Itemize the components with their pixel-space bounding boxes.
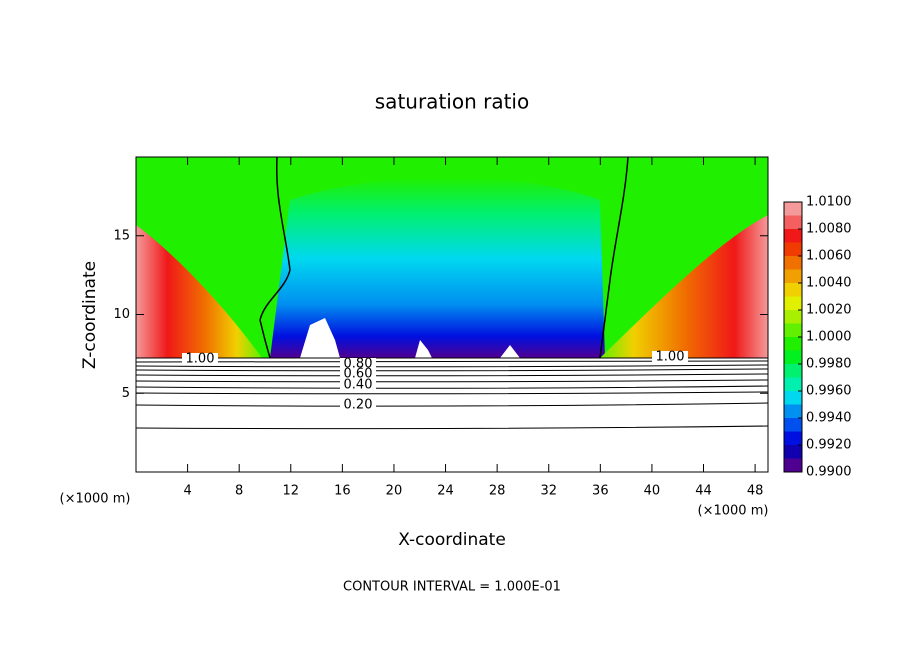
colorbar-label: 1.0100 <box>806 195 852 210</box>
field-region <box>136 225 262 358</box>
x-tick-label: 20 <box>386 484 403 499</box>
y-tick-label: 15 <box>113 228 130 243</box>
colorbar-label: 1.0060 <box>806 249 852 264</box>
colorbar-swatch <box>784 242 802 257</box>
contour-label: 1.00 <box>656 350 685 365</box>
colorbar-swatch <box>784 431 802 446</box>
colorbar-swatch <box>784 404 802 419</box>
chart-title: saturation ratio <box>375 90 529 114</box>
contour-label-bg <box>340 379 376 391</box>
contour-line <box>259 156 629 359</box>
field <box>135 156 769 472</box>
colorbar-swatch <box>784 269 802 284</box>
y-tick-label: 10 <box>113 307 130 322</box>
x-tick-label: 4 <box>183 484 191 499</box>
x-tick-label: 32 <box>540 484 557 499</box>
colorbar-swatch <box>784 283 802 297</box>
footnote: CONTOUR INTERVAL = 1.000E-01 <box>343 580 561 595</box>
x-tick-label: 8 <box>235 484 243 499</box>
x-axis-label: X-coordinate <box>398 530 506 550</box>
colorbar-swatch <box>784 350 802 365</box>
colorbar-swatch <box>784 215 802 230</box>
contour-label: 0.20 <box>344 398 373 413</box>
contour-label: 0.60 <box>344 367 373 382</box>
contour-label-bg <box>652 351 688 363</box>
colorbar-swatch <box>784 310 802 324</box>
colorbar-swatch <box>784 256 802 270</box>
colorbar-swatch <box>784 458 802 473</box>
colorbar-label: 0.9920 <box>806 438 852 453</box>
colorbar-swatch <box>784 445 802 459</box>
colorbar-label: 1.0040 <box>806 276 852 291</box>
contour-line <box>135 357 769 430</box>
colorbar-swatch <box>784 296 802 311</box>
field-region <box>270 177 605 358</box>
y-unit: (×1000 m) <box>698 504 769 519</box>
contour-label-bg <box>340 399 376 411</box>
x-tick-label: 28 <box>489 484 506 499</box>
colorbar-swatch <box>784 323 802 338</box>
colorbar-swatch <box>784 202 802 216</box>
colorbar-label: 1.0000 <box>806 330 852 345</box>
x-unit: (×1000 m) <box>60 492 131 507</box>
x-tick-label: 40 <box>644 484 661 499</box>
contour-label-bg <box>340 358 376 370</box>
field-dry <box>136 358 768 472</box>
x-tick-label: 12 <box>283 484 300 499</box>
colorbar-label: 0.9980 <box>806 357 852 372</box>
x-tick-label: 36 <box>592 484 609 499</box>
colorbar-swatch <box>784 337 802 351</box>
field-region <box>600 215 768 358</box>
colorbar-swatch <box>784 364 802 378</box>
contour-label: 0.40 <box>344 378 373 393</box>
x-tick-label: 16 <box>334 484 351 499</box>
contour-label-bg <box>182 353 218 365</box>
colorbar-swatch <box>784 229 802 243</box>
y-tick-label: 5 <box>122 386 130 401</box>
contour-label: 0.80 <box>344 357 373 372</box>
field-gap <box>300 318 520 358</box>
colorbar-label: 1.0080 <box>806 222 852 237</box>
colorbar-swatch <box>784 377 802 392</box>
colorbar-label: 0.9960 <box>806 384 852 399</box>
x-tick-label: 44 <box>695 484 712 499</box>
colorbar-label: 1.0020 <box>806 303 852 318</box>
colorbar-swatch <box>784 418 802 432</box>
colorbar-label: 0.9900 <box>806 465 852 480</box>
x-tick-label: 48 <box>747 484 764 499</box>
colorbar-swatch <box>784 391 802 405</box>
contour-label-bg <box>340 368 376 380</box>
colorbar-label: 0.9940 <box>806 411 852 426</box>
x-tick-label: 24 <box>437 484 454 499</box>
contour-label: 1.00 <box>186 352 215 367</box>
y-axis-label: Z-coordinate <box>80 261 100 369</box>
